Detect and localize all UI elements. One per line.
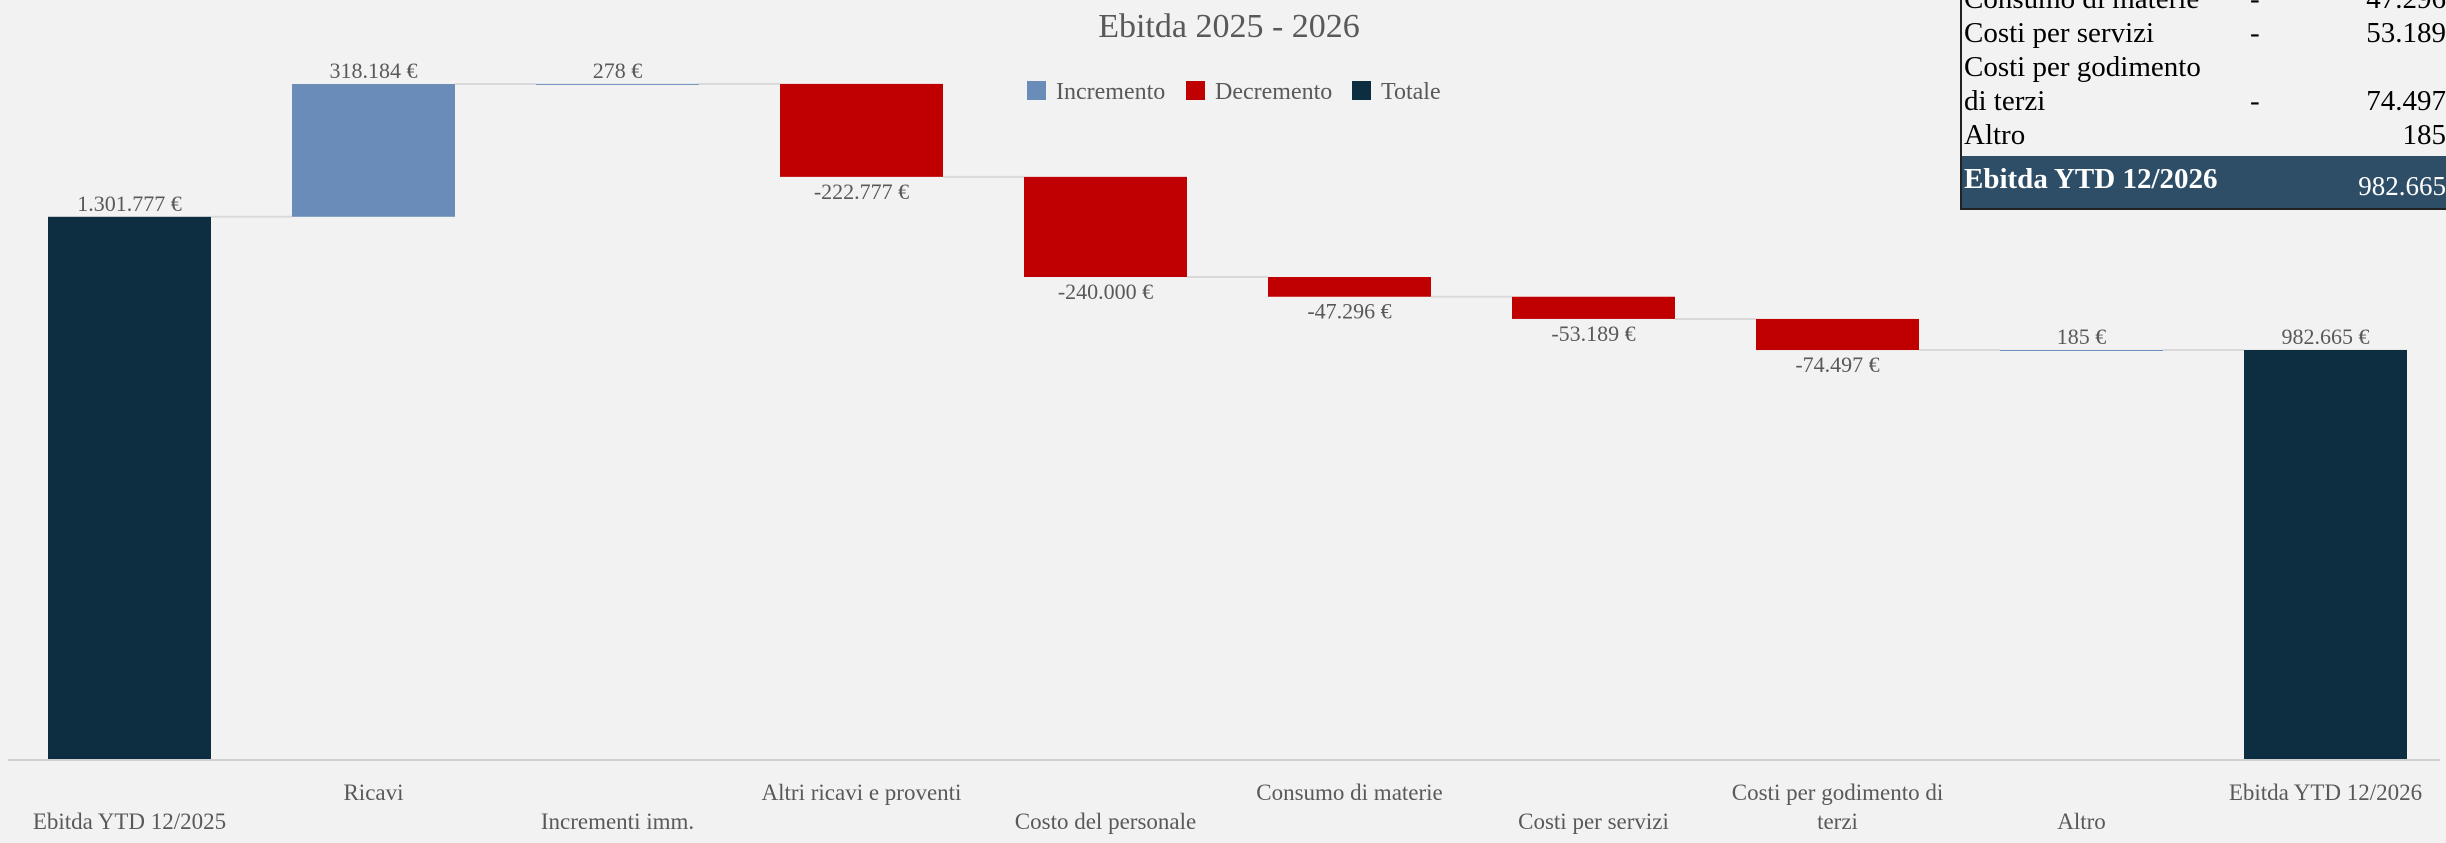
bar-decrease	[780, 83, 943, 177]
legend-label: Decremento	[1215, 79, 1332, 105]
legend-swatch-totale	[1352, 81, 1371, 100]
data-label: -47.296 €	[1307, 299, 1391, 324]
data-label: 278 €	[593, 58, 643, 83]
summary-total-value: 982.665	[2358, 171, 2446, 201]
bar-decrease	[1512, 296, 1675, 319]
summary-row-value: 47.296	[2310, 0, 2446, 16]
x-tick-label: Ebitda YTD 12/2025	[33, 809, 226, 834]
bar-increase	[292, 84, 455, 217]
summary-row-value: 74.497	[2366, 85, 2446, 117]
x-tick-label: Altri ricavi e proventi	[762, 780, 962, 805]
legend-label: Incremento	[1056, 79, 1165, 105]
chart-title: Ebitda 2025 - 2026	[1098, 8, 1360, 45]
data-label: 318.184 €	[330, 58, 418, 83]
summary-row-value: 185	[2402, 119, 2446, 151]
legend-label: Totale	[1381, 79, 1441, 105]
summary-total-label: Ebitda YTD 12/2026	[1964, 163, 2218, 195]
bar-decrease	[1024, 176, 1187, 278]
data-labels: 1.301.777 € 318.184 € 278 € -222.777 € -240.…	[77, 58, 2369, 377]
bar-decrease	[1268, 277, 1431, 297]
data-label: -240.000 €	[1058, 279, 1153, 304]
x-tick-label: Altro	[2057, 809, 2106, 834]
data-label: -222.777 €	[814, 179, 909, 204]
summary-table: Consumo di materie - 47.296 Costi per se…	[1960, 0, 2446, 210]
summary-total-row: Ebitda YTD 12/2026 982.665	[1962, 156, 2446, 208]
legend-swatch-decremento	[1186, 81, 1205, 100]
x-tick-label: Ebitda YTD 12/2026	[2229, 780, 2422, 805]
summary-row-sign: -	[2250, 17, 2260, 49]
x-tick-label: Costo del personale	[1015, 809, 1196, 834]
x-tick-label: Costi per servizi	[1518, 809, 1669, 834]
summary-row: Costi per godimento di terzi - 74.497	[1962, 50, 2446, 118]
x-tick-label: Costi per godimento di	[1732, 780, 1943, 805]
summary-row-value: 53.189	[2366, 17, 2446, 49]
x-axis-labels: Ebitda YTD 12/2025 Ricavi Incrementi imm. A…	[33, 780, 2422, 834]
bar-total	[48, 216, 211, 760]
data-label: -74.497 €	[1795, 352, 1879, 377]
x-tick-label: Consumo di materie	[1256, 780, 1443, 805]
summary-row-label: Costi per servizi	[1964, 17, 2155, 49]
summary-row-sign: -	[2250, 85, 2260, 117]
data-label: 185 €	[2057, 324, 2107, 349]
x-tick-label: terzi	[1817, 809, 1858, 834]
x-tick-label: Incrementi imm.	[541, 809, 694, 834]
bar-total	[2244, 349, 2407, 760]
summary-row-label: Altro	[1964, 119, 2026, 151]
data-label: 982.665 €	[2282, 324, 2370, 349]
summary-row: Consumo di materie - 47.296	[1962, 0, 2446, 16]
summary-row-label: Consumo di materie	[1964, 0, 2244, 16]
summary-row-sign: -	[2244, 0, 2310, 16]
legend-swatch-incremento	[1027, 81, 1046, 100]
chart-legend: Incremento Decremento Totale	[1027, 79, 1441, 105]
bar-decrease	[1756, 318, 1919, 351]
x-tick-label: Ricavi	[343, 780, 403, 805]
bar-increase	[2000, 349, 2163, 351]
data-label: 1.301.777 €	[77, 191, 182, 216]
summary-row: Costi per servizi - 53.189	[1962, 16, 2446, 50]
summary-row-label-line: Costi per godimento	[1964, 51, 2201, 83]
summary-row-label: Costi per godimento di terzi	[1964, 50, 2244, 118]
bar-increase	[536, 83, 699, 85]
bars	[48, 83, 2407, 760]
summary-row: Altro 185	[1962, 118, 2446, 152]
connector-lines	[211, 82, 2244, 352]
summary-row-label-line: di terzi	[1964, 85, 2046, 117]
data-label: -53.189 €	[1551, 321, 1635, 346]
